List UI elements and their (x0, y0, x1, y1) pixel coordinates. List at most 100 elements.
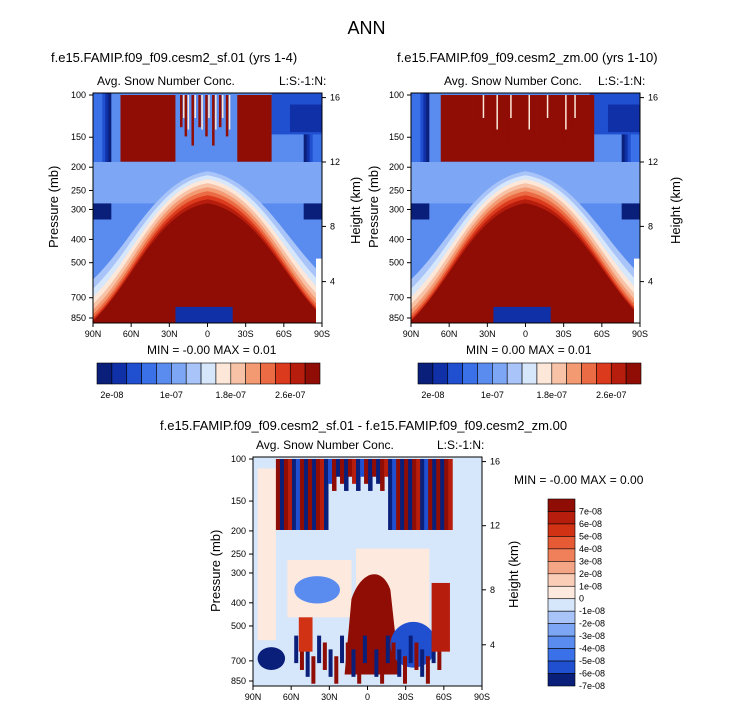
upper-streak (295, 459, 301, 530)
y-tick-label: 200 (71, 162, 86, 172)
colorbar-label: 1e-08 (579, 581, 602, 591)
x-tick-label: 30N (321, 692, 338, 702)
colorbar-swatch (171, 362, 187, 385)
y-right-tick-label: 16 (330, 93, 340, 103)
upper-streak (283, 459, 289, 530)
y-right-tick-label: 8 (490, 585, 495, 595)
y-tick-label: 150 (231, 496, 246, 506)
colorbar-swatch (610, 362, 627, 385)
colorbar-swatch (547, 635, 576, 649)
y-tick-label: 400 (71, 234, 86, 244)
panel1-colorbar: 2e-08 1e-07 1.8e-07 2.6e-07 (96, 362, 321, 400)
y-tick-label: 150 (389, 132, 404, 142)
upper-streak (448, 459, 453, 530)
colorbar-swatch (547, 548, 576, 562)
streak (510, 95, 512, 118)
panel1-variable: Avg. Snow Number Conc. (97, 74, 235, 88)
figure-title: ANN (347, 18, 386, 38)
x-tick-label: 60N (283, 692, 300, 702)
polar-band (93, 93, 103, 172)
panel3-axes: 90N 60N 30N 0 30S 60S 90S 100 150 200 250 300 400 500… (231, 454, 500, 702)
upper-streak (327, 459, 333, 484)
streak (215, 95, 217, 130)
colorbar-swatch (547, 623, 576, 637)
lower-noise (408, 635, 413, 664)
streak (496, 95, 498, 130)
lower-noise (397, 649, 402, 677)
colorbar-swatch (289, 362, 306, 385)
panel2-minmax: MIN = 0.00 MAX = 0.01 (466, 343, 592, 357)
upper-streak (424, 459, 429, 530)
y-right-tick-label: 8 (330, 221, 335, 231)
colorbar-label: 2.6e-07 (275, 390, 306, 400)
colorbar-label: 2e-08 (579, 569, 602, 579)
panel1-title: f.e15.FAMIP.f09_f09.cesm2_sf.01 (yrs 1-4… (51, 50, 298, 65)
y-right-tick-label: 12 (490, 521, 500, 531)
colorbar-label: 7e-08 (579, 506, 602, 516)
lower-noise (294, 635, 299, 664)
colorbar-swatch (506, 362, 523, 385)
lower-noise (328, 649, 333, 677)
upper-streak (348, 459, 353, 477)
panel2-title: f.e15.FAMIP.f09_f09.cesm2_zm.00 (yrs 1-1… (397, 50, 658, 65)
streak (543, 95, 547, 137)
upper-streak (287, 459, 293, 530)
y-tick-label: 700 (71, 293, 86, 303)
y-tick-label: 200 (389, 162, 404, 172)
panel3-field (253, 457, 482, 686)
y-tick-label: 500 (231, 621, 246, 631)
colorbar-swatch (477, 362, 493, 385)
lower-noise (311, 656, 316, 684)
x-tick-label: 0 (365, 692, 370, 702)
x-tick-label: 90S (474, 692, 490, 702)
blue-region (390, 621, 437, 668)
colorbar-swatch (547, 648, 576, 662)
lower-noise (317, 635, 322, 664)
streak (482, 95, 485, 118)
upper-streak (432, 459, 437, 530)
panel1-corner-label: L:S:-1:N: (279, 74, 327, 88)
y-tick-label: 250 (71, 185, 86, 195)
colorbar-swatch (230, 362, 246, 385)
y-tick-label: 150 (71, 132, 86, 142)
upper-streak (360, 459, 365, 477)
upper-streak (323, 459, 329, 530)
y-tick-label: 100 (389, 90, 404, 100)
colorbar-swatch (304, 362, 321, 385)
streak (525, 95, 528, 128)
y-tick-label: 850 (71, 313, 86, 323)
streak (574, 95, 576, 118)
upper-streak (319, 459, 325, 530)
colorbar-swatch (547, 660, 576, 674)
upper-streak (376, 459, 381, 484)
blue-region (294, 576, 341, 604)
x-tick-label: 90N (85, 329, 102, 339)
x-tick-label: 60S (276, 329, 292, 339)
bottom-patch (493, 306, 551, 323)
y-right-tick-label: 4 (648, 277, 653, 287)
x-tick-label: 60S (594, 329, 610, 339)
y-tick-label: 100 (71, 90, 86, 100)
colorbar-label: 2e-08 (421, 390, 444, 400)
streak (212, 95, 215, 146)
panel1-minmax: MIN = -0.00 MAX = 0.01 (147, 343, 277, 357)
colorbar-swatch (141, 362, 157, 385)
upper-streak (444, 459, 449, 530)
upper-streak (400, 459, 405, 530)
streak (218, 95, 222, 128)
upper-streak (368, 459, 373, 491)
colorbar-swatch (581, 362, 597, 385)
lower-noise (334, 656, 339, 684)
upper-streak (307, 459, 313, 530)
lower-noise (305, 649, 310, 677)
y-right-tick-label: 16 (490, 457, 500, 467)
colorbar-swatch (536, 362, 553, 385)
colorbar-label: 1.8e-07 (216, 390, 247, 400)
streak (201, 95, 203, 130)
streak (183, 95, 185, 118)
missing-data-strip (316, 258, 322, 323)
colorbar-swatch (245, 362, 261, 385)
colorbar-label: 0 (579, 594, 584, 604)
x-tick-label: 0 (523, 329, 528, 339)
x-tick-label: 30S (398, 692, 414, 702)
